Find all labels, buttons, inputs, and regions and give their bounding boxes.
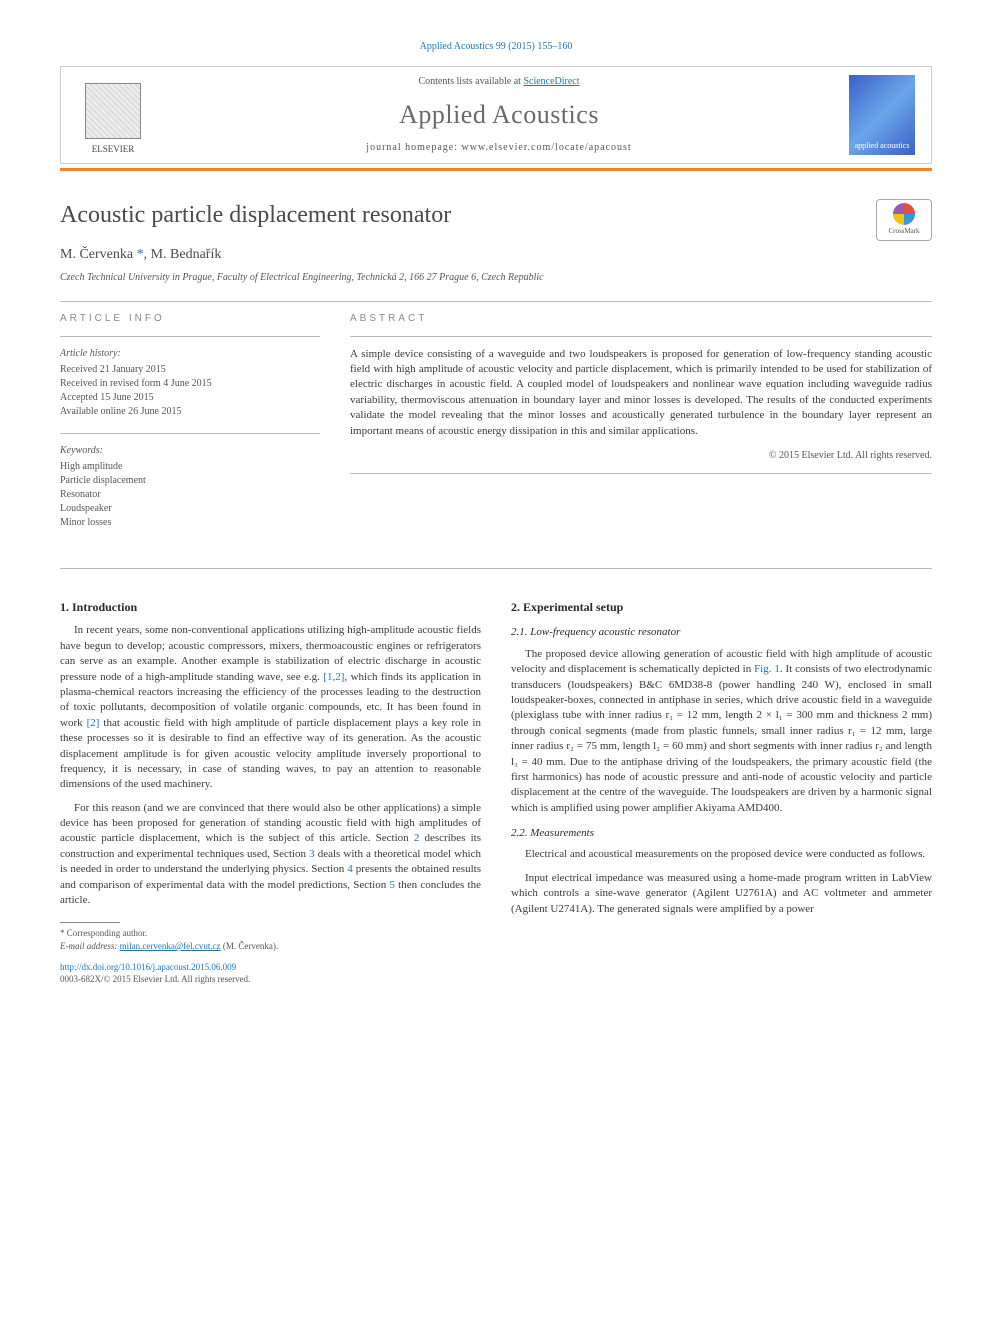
section-2-heading: 2. Experimental setup bbox=[511, 599, 932, 616]
abstract-copyright: © 2015 Elsevier Ltd. All rights reserved… bbox=[350, 449, 932, 463]
figure-ref[interactable]: Fig. 1 bbox=[754, 663, 780, 675]
top-citation: Applied Acoustics 99 (2015) 155–160 bbox=[60, 40, 932, 54]
publisher-logo: ELSEVIER bbox=[77, 75, 149, 155]
right-column: 2. Experimental setup 2.1. Low-frequency… bbox=[511, 589, 932, 986]
contents-line: Contents lists available at ScienceDirec… bbox=[149, 75, 849, 89]
homepage-url[interactable]: www.elsevier.com/locate/apacoust bbox=[462, 142, 632, 153]
citation-link[interactable]: [2] bbox=[87, 717, 100, 729]
crossmark-label: CrossMark bbox=[888, 227, 919, 237]
body-columns: 1. Introduction In recent years, some no… bbox=[60, 589, 932, 986]
crossmark-icon bbox=[893, 203, 915, 225]
author-2: M. Bednařík bbox=[151, 247, 222, 262]
article-title: Acoustic particle displacement resonator bbox=[60, 199, 451, 233]
homepage-line: journal homepage: www.elsevier.com/locat… bbox=[149, 141, 849, 155]
title-row: Acoustic particle displacement resonator… bbox=[60, 199, 932, 245]
issn-copyright: 0003-682X/© 2015 Elsevier Ltd. All right… bbox=[60, 973, 481, 986]
abstract-text: A simple device consisting of a waveguid… bbox=[350, 347, 932, 439]
email-label: E-mail address: bbox=[60, 941, 120, 951]
keyword: Loudspeaker bbox=[60, 502, 320, 516]
footnote-rule bbox=[60, 922, 120, 923]
journal-cover-icon: applied acoustics bbox=[849, 75, 915, 155]
abstract-label: ABSTRACT bbox=[350, 312, 932, 326]
text-run: that acoustic field with high amplitude … bbox=[60, 717, 481, 791]
journal-header: ELSEVIER Contents lists available at Sci… bbox=[60, 66, 932, 164]
thin-rule bbox=[60, 568, 932, 569]
email-link[interactable]: milan.cervenka@fel.cvut.cz bbox=[120, 941, 221, 951]
section-2-1-heading: 2.1. Low-frequency acoustic resonator bbox=[511, 625, 932, 640]
thin-rule bbox=[60, 336, 320, 337]
history-line: Accepted 15 June 2015 bbox=[60, 391, 320, 405]
corresponding-footnote: * Corresponding author. bbox=[60, 927, 481, 940]
doi-link[interactable]: http://dx.doi.org/10.1016/j.apacoust.201… bbox=[60, 961, 481, 974]
section-1-heading: 1. Introduction bbox=[60, 599, 481, 616]
elsevier-tree-icon bbox=[85, 83, 141, 139]
keyword: High amplitude bbox=[60, 460, 320, 474]
keyword: Resonator bbox=[60, 488, 320, 502]
text-run: . It consists of two electrodynamic tran… bbox=[511, 663, 932, 814]
journal-name: Applied Acoustics bbox=[149, 97, 849, 133]
thin-rule bbox=[60, 433, 320, 434]
history-block: Article history: Received 21 January 201… bbox=[60, 347, 320, 419]
keyword: Minor losses bbox=[60, 516, 320, 530]
orange-rule bbox=[60, 168, 932, 171]
article-info-label: ARTICLE INFO bbox=[60, 312, 320, 326]
history-header: Article history: bbox=[60, 347, 320, 361]
page: Applied Acoustics 99 (2015) 155–160 ELSE… bbox=[0, 0, 992, 1026]
paragraph: Input electrical impedance was measured … bbox=[511, 871, 932, 917]
section-2-2-heading: 2.2. Measurements bbox=[511, 826, 932, 841]
publisher-label: ELSEVIER bbox=[92, 143, 135, 156]
info-abstract-row: ARTICLE INFO Article history: Received 2… bbox=[60, 312, 932, 544]
history-line: Received in revised form 4 June 2015 bbox=[60, 377, 320, 391]
header-center: Contents lists available at ScienceDirec… bbox=[149, 75, 849, 155]
history-line: Received 21 January 2015 bbox=[60, 363, 320, 377]
keywords-block: Keywords: High amplitude Particle displa… bbox=[60, 444, 320, 530]
email-footnote: E-mail address: milan.cervenka@fel.cvut.… bbox=[60, 940, 481, 953]
email-suffix: (M. Červenka). bbox=[221, 941, 278, 951]
citation-link[interactable]: [1,2] bbox=[323, 671, 344, 683]
corresponding-mark: * bbox=[137, 247, 144, 262]
paragraph: In recent years, some non-conventional a… bbox=[60, 623, 481, 792]
sciencedirect-link[interactable]: ScienceDirect bbox=[523, 76, 579, 87]
paragraph: Electrical and acoustical measurements o… bbox=[511, 847, 932, 862]
affiliation: Czech Technical University in Prague, Fa… bbox=[60, 271, 932, 285]
abstract-col: ABSTRACT A simple device consisting of a… bbox=[350, 312, 932, 544]
left-column: 1. Introduction In recent years, some no… bbox=[60, 589, 481, 986]
keyword: Particle displacement bbox=[60, 474, 320, 488]
homepage-prefix: journal homepage: bbox=[366, 142, 461, 153]
paragraph: For this reason (and we are convinced th… bbox=[60, 801, 481, 909]
contents-prefix: Contents lists available at bbox=[418, 76, 523, 87]
keywords-header: Keywords: bbox=[60, 444, 320, 458]
thin-rule bbox=[350, 473, 932, 474]
history-line: Available online 26 June 2015 bbox=[60, 405, 320, 419]
author-1: M. Červenka bbox=[60, 247, 133, 262]
paragraph: The proposed device allowing generation … bbox=[511, 647, 932, 816]
crossmark-badge[interactable]: CrossMark bbox=[876, 199, 932, 241]
authors: M. Červenka *, M. Bednařík bbox=[60, 245, 932, 265]
thin-rule bbox=[60, 301, 932, 302]
thin-rule bbox=[350, 336, 932, 337]
cover-label: applied acoustics bbox=[855, 140, 910, 151]
article-info-col: ARTICLE INFO Article history: Received 2… bbox=[60, 312, 320, 544]
